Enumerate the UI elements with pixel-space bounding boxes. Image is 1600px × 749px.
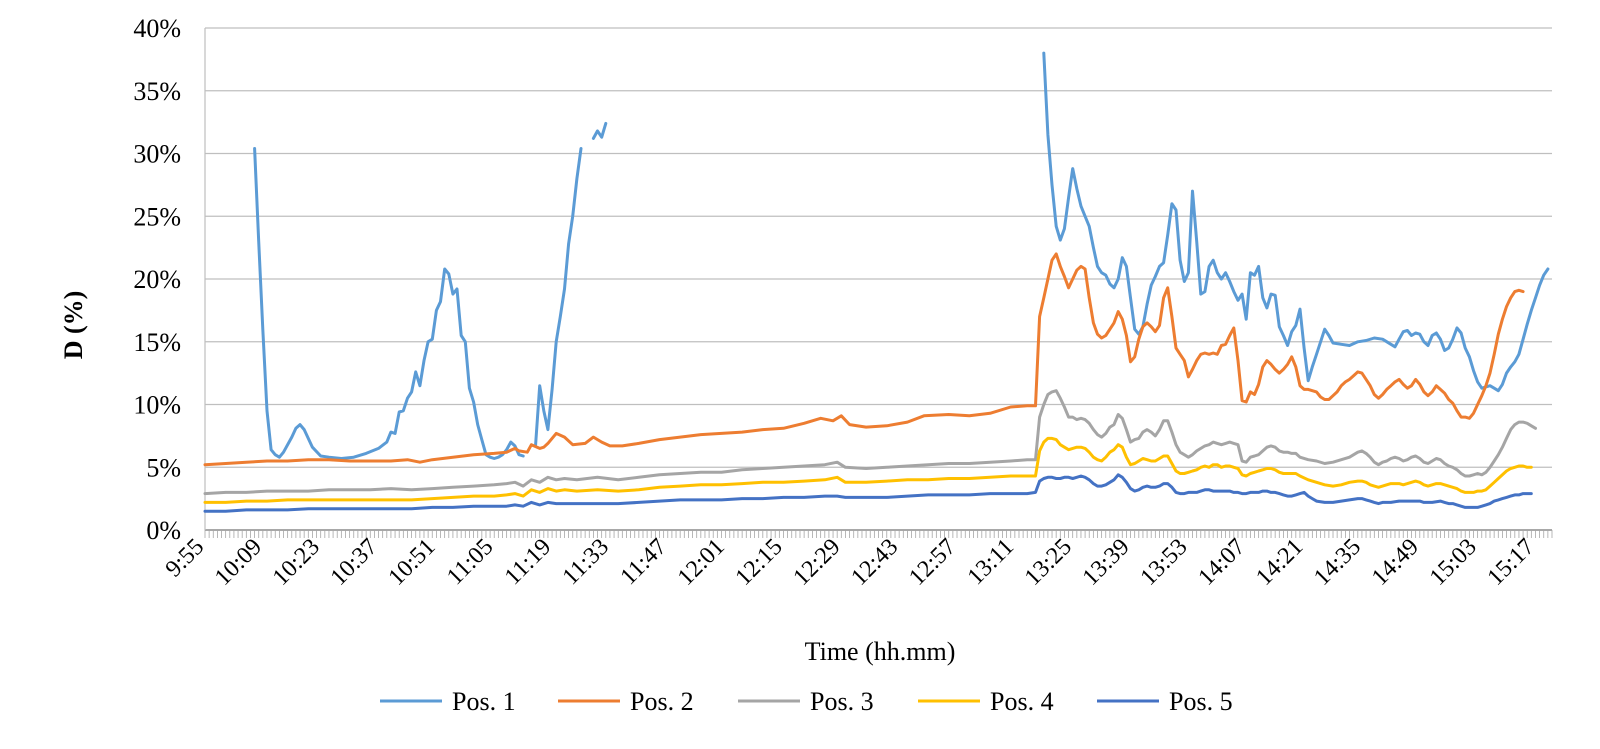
legend-label: Pos. 5 xyxy=(1169,687,1233,716)
series-line-pos-1 xyxy=(1042,51,1550,393)
y-tick-label: 0% xyxy=(146,516,181,545)
x-axis-ticks: 9:55 10:09 10:23 10:37 10:51 11:05 11:19 11:33 1… xyxy=(161,530,1553,591)
x-tick-label: 12:15 xyxy=(731,534,788,591)
y-tick-label: 10% xyxy=(133,391,181,420)
y-tick-label: 15% xyxy=(133,328,181,357)
x-tick-label: 12:29 xyxy=(789,534,846,591)
x-tick-label: 10:37 xyxy=(326,534,383,591)
series-line-pos-1 xyxy=(591,121,608,140)
x-tick-label: 14:35 xyxy=(1309,534,1366,591)
legend-label: Pos. 2 xyxy=(630,687,694,716)
x-tick-label: 14:21 xyxy=(1251,534,1308,591)
series-line-pos-2 xyxy=(203,252,1525,467)
legend-label: Pos. 3 xyxy=(810,687,874,716)
x-tick-label: 11:19 xyxy=(500,534,556,590)
x-tick-label: 13:39 xyxy=(1078,534,1135,591)
x-tick-label: 12:57 xyxy=(904,534,961,591)
legend-label: Pos. 1 xyxy=(452,687,516,716)
series-lines xyxy=(203,51,1550,513)
y-axis-tick-labels: 0% 5% 10% 15% 20% 25% 30% 35% 40% xyxy=(133,14,181,545)
y-tick-label: 30% xyxy=(133,140,181,169)
x-tick-label: 11:47 xyxy=(616,534,672,590)
x-tick-label: 10:09 xyxy=(210,534,267,591)
legend-label: Pos. 4 xyxy=(990,687,1054,716)
legend: Pos. 1 Pos. 2 Pos. 3 Pos. 4 Pos. 5 xyxy=(380,687,1233,716)
series-line-pos-3 xyxy=(203,389,1537,496)
x-tick-label: 11:05 xyxy=(442,534,498,590)
x-tick-label: 12:43 xyxy=(846,534,903,591)
gridlines xyxy=(204,27,1552,531)
series-line-pos-5 xyxy=(203,473,1533,513)
series-line-pos-4 xyxy=(203,436,1533,504)
x-tick-label: 15:17 xyxy=(1483,534,1540,591)
y-tick-label: 25% xyxy=(133,202,181,231)
y-tick-label: 5% xyxy=(146,453,181,482)
series-line-pos-1 xyxy=(253,147,525,460)
x-axis-title: Time (hh.mm) xyxy=(805,637,956,666)
y-axis-title: D (%) xyxy=(59,291,88,360)
y-tick-label: 40% xyxy=(133,14,181,43)
y-tick-label: 20% xyxy=(133,265,181,294)
x-tick-label: 10:23 xyxy=(268,534,325,591)
x-tick-label: 15:03 xyxy=(1425,534,1482,591)
series-line-pos-1 xyxy=(534,147,583,447)
x-tick-label: 11:33 xyxy=(558,534,614,590)
x-tick-label: 13:53 xyxy=(1136,534,1193,591)
x-tick-label: 14:49 xyxy=(1367,534,1424,591)
x-tick-label: 12:01 xyxy=(673,534,730,591)
x-tick-label: 10:51 xyxy=(384,534,441,591)
x-tick-label: 13:25 xyxy=(1020,534,1077,591)
x-tick-label: 13:11 xyxy=(963,534,1019,590)
y-tick-label: 35% xyxy=(133,77,181,106)
x-tick-label: 14:07 xyxy=(1193,534,1250,591)
